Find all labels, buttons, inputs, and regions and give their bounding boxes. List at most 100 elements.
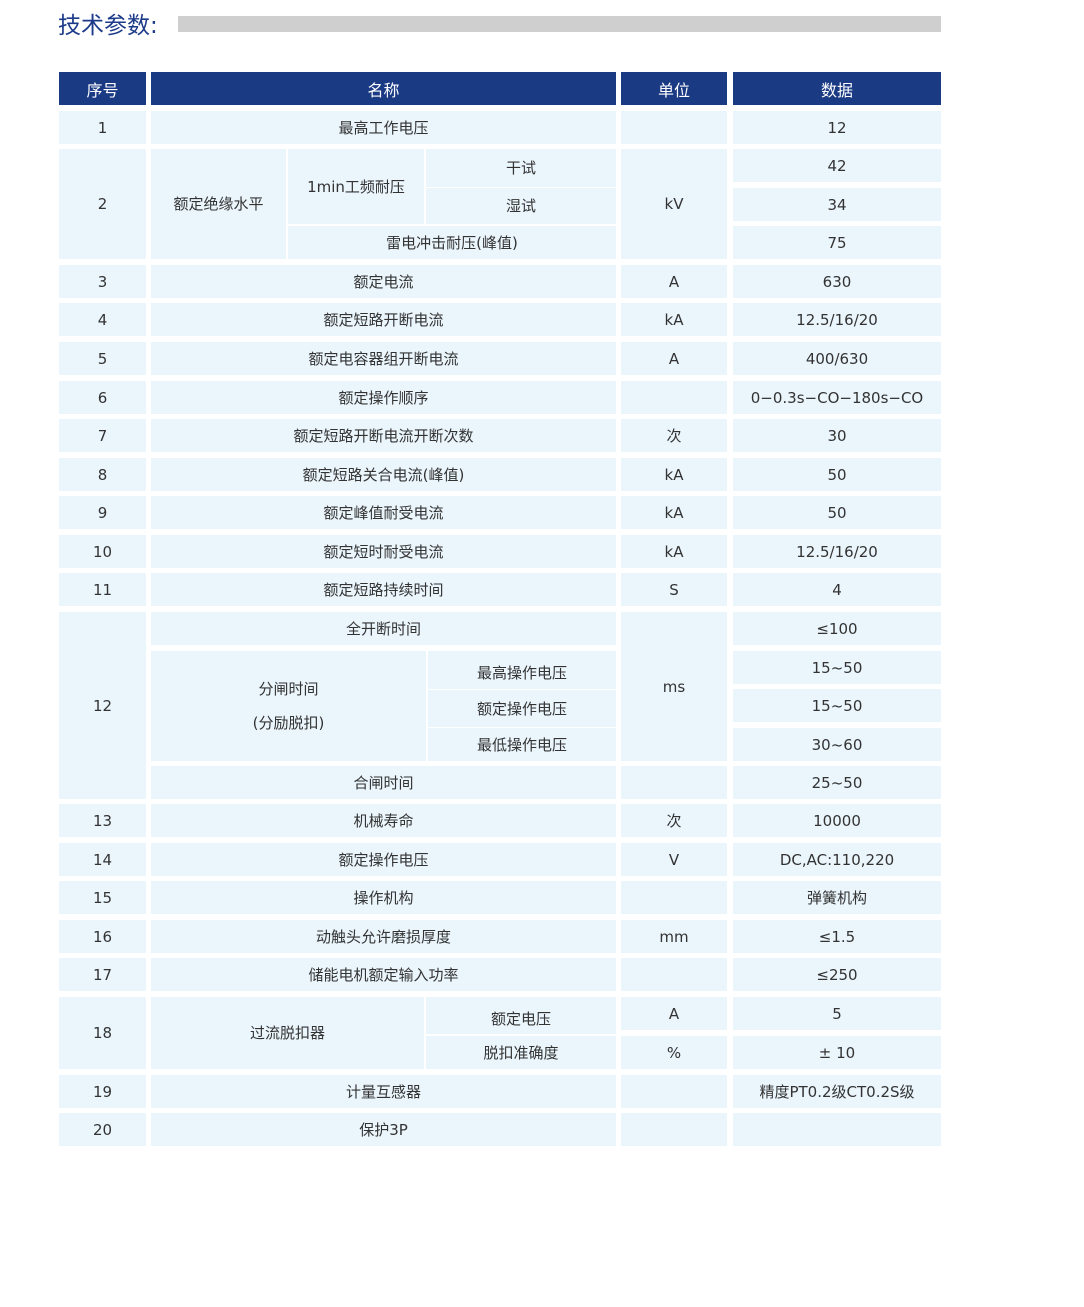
- cell-unit: [621, 1113, 727, 1146]
- cell-subname: 雷电冲击耐压(峰值): [288, 226, 616, 259]
- cell-subname: 脱扣准确度: [426, 1036, 616, 1069]
- cell-value: 25~50: [733, 766, 941, 799]
- cell-name: 额定电容器组开断电流: [151, 342, 616, 375]
- cell-subname: 干试: [426, 149, 616, 187]
- title-divider-bar: [178, 16, 941, 32]
- cell-no: 10: [59, 535, 146, 568]
- cell-value: [733, 1113, 941, 1146]
- cell-value: 34: [733, 188, 941, 221]
- cell-unit: mm: [621, 920, 727, 953]
- cell-name: 动触头允许磨损厚度: [151, 920, 616, 953]
- cell-unit: 次: [621, 419, 727, 452]
- cell-value: 75: [733, 226, 941, 259]
- cell-name: 过流脱扣器: [151, 997, 424, 1069]
- cell-name: 机械寿命: [151, 804, 616, 837]
- cell-name: 额定电流: [151, 265, 616, 298]
- cell-no: 5: [59, 342, 146, 375]
- cell-value: ≤250: [733, 958, 941, 991]
- cell-unit: ms: [621, 612, 727, 761]
- cell-unit: 次: [621, 804, 727, 837]
- cell-no: 1: [59, 111, 146, 144]
- header-value: 数据: [733, 72, 941, 105]
- header-no: 序号: [59, 72, 146, 105]
- cell-unit: [621, 1075, 727, 1108]
- cell-unit: [621, 111, 727, 144]
- cell-name: 计量互感器: [151, 1075, 616, 1108]
- cell-value: 12.5/16/20: [733, 535, 941, 568]
- cell-no: 17: [59, 958, 146, 991]
- cell-name: 额定操作电压: [151, 843, 616, 876]
- cell-unit: kA: [621, 535, 727, 568]
- cell-unit: %: [621, 1036, 727, 1069]
- cell-value: 30~60: [733, 728, 941, 761]
- cell-subname: 最高操作电压: [428, 651, 616, 689]
- cell-unit: kV: [621, 149, 727, 259]
- cell-unit: kA: [621, 496, 727, 529]
- cell-unit: [621, 958, 727, 991]
- cell-value: 400/630: [733, 342, 941, 375]
- cell-subname: 额定电压: [426, 997, 616, 1034]
- cell-no: 7: [59, 419, 146, 452]
- cell-value: 5: [733, 997, 941, 1030]
- cell-value: 精度PT0.2级CT0.2S级: [733, 1075, 941, 1108]
- cell-name-group: 分闸时间 (分励脱扣): [151, 651, 426, 761]
- cell-unit: [621, 381, 727, 414]
- cell-name: 额定短路开断电流: [151, 303, 616, 336]
- section-title: 技术参数:: [58, 13, 158, 39]
- cell-unit: V: [621, 843, 727, 876]
- cell-value: 15~50: [733, 651, 941, 684]
- cell-unit: A: [621, 265, 727, 298]
- cell-value: 12: [733, 111, 941, 144]
- cell-value: 0−0.3s−CO−180s−CO: [733, 381, 941, 414]
- cell-no: 6: [59, 381, 146, 414]
- cell-name: 额定短路持续时间: [151, 573, 616, 606]
- cell-name: 额定短路开断电流开断次数: [151, 419, 616, 452]
- cell-unit: [621, 766, 727, 799]
- open-time-label: 分闸时间: [258, 680, 319, 698]
- cell-value: 42: [733, 149, 941, 182]
- cell-unit: kA: [621, 458, 727, 491]
- cell-name: 全开断时间: [151, 612, 616, 645]
- cell-name: 最高工作电压: [151, 111, 616, 144]
- cell-no: 15: [59, 881, 146, 914]
- cell-name: 储能电机额定输入功率: [151, 958, 616, 991]
- cell-no: 20: [59, 1113, 146, 1146]
- cell-value: 弹簧机构: [733, 881, 941, 914]
- cell-unit: S: [621, 573, 727, 606]
- cell-name: 额定短路关合电流(峰值): [151, 458, 616, 491]
- cell-no: 19: [59, 1075, 146, 1108]
- cell-value: 4: [733, 573, 941, 606]
- cell-value: ≤1.5: [733, 920, 941, 953]
- cell-no: 16: [59, 920, 146, 953]
- cell-no: 8: [59, 458, 146, 491]
- cell-no: 9: [59, 496, 146, 529]
- cell-value: 15~50: [733, 689, 941, 722]
- header-unit: 单位: [621, 72, 727, 105]
- cell-no: 11: [59, 573, 146, 606]
- cell-value: 30: [733, 419, 941, 452]
- cell-subname: 额定操作电压: [428, 690, 616, 727]
- cell-unit: kA: [621, 303, 727, 336]
- cell-value: 630: [733, 265, 941, 298]
- cell-name: 额定绝缘水平: [151, 149, 286, 259]
- cell-value: ± 10: [733, 1036, 941, 1069]
- cell-no: 13: [59, 804, 146, 837]
- cell-name: 额定峰值耐受电流: [151, 496, 616, 529]
- cell-value: DC,AC:110,220: [733, 843, 941, 876]
- cell-value: 50: [733, 496, 941, 529]
- cell-value: 50: [733, 458, 941, 491]
- cell-name: 额定短时耐受电流: [151, 535, 616, 568]
- cell-value: 12.5/16/20: [733, 303, 941, 336]
- cell-value: ≤100: [733, 612, 941, 645]
- cell-name: 操作机构: [151, 881, 616, 914]
- cell-unit: A: [621, 342, 727, 375]
- cell-name: 保护3P: [151, 1113, 616, 1146]
- cell-subname: 1min工频耐压: [288, 149, 424, 224]
- cell-subname: 湿试: [426, 188, 616, 224]
- cell-no: 4: [59, 303, 146, 336]
- cell-no: 2: [59, 149, 146, 259]
- cell-no: 12: [59, 612, 146, 799]
- cell-no: 3: [59, 265, 146, 298]
- cell-subname: 最低操作电压: [428, 728, 616, 761]
- cell-no: 14: [59, 843, 146, 876]
